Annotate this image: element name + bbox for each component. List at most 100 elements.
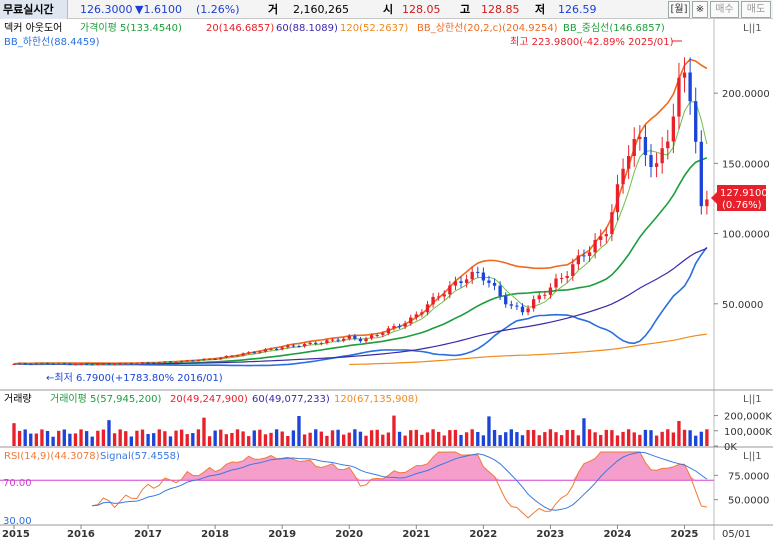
volume-bar-down [520, 435, 525, 446]
candle-up [632, 139, 636, 157]
volume-bar-up [442, 435, 446, 446]
candle-down [492, 282, 497, 286]
candle-up [638, 136, 642, 140]
candle-up [593, 239, 597, 253]
volume-bar-down [582, 418, 586, 446]
candle-up [470, 271, 474, 280]
volume-bar-up [470, 429, 474, 446]
candle-down [699, 141, 703, 207]
candle-up [604, 234, 608, 237]
candle-down [45, 363, 50, 365]
candle-down [694, 101, 698, 142]
candle-up [112, 364, 117, 366]
candle-up [219, 357, 223, 360]
buy-button[interactable]: 매수 [710, 1, 739, 18]
candle-down [353, 336, 357, 339]
price-change-pct: (1.26%) [196, 3, 240, 16]
candle-down [481, 272, 486, 281]
candle-up [531, 299, 536, 309]
settings-icon[interactable]: ※ [692, 1, 708, 18]
volume-bar-down [45, 430, 50, 446]
volume-tick-label: 200,000K [724, 412, 772, 423]
volume-bar-up [565, 429, 569, 446]
volume-bar-up [40, 429, 44, 446]
volume-bar-down [291, 430, 296, 446]
time-tick-label: 2024 [603, 529, 631, 540]
price-tick-label: 150.0000 [722, 159, 770, 170]
volume-legend-ma60: 60(49,077,233) [252, 394, 330, 405]
high-label: 고 [460, 3, 471, 16]
candle-up [241, 353, 245, 356]
candle-up [543, 294, 547, 296]
open-value: 128.05 [402, 3, 441, 16]
candle-up [565, 275, 569, 278]
volume-bar-up [347, 432, 351, 446]
rsi-panel-tag[interactable]: L||1 [743, 451, 762, 462]
candle-down [168, 361, 173, 363]
volume-bar-up [587, 429, 592, 446]
candle-up [163, 361, 167, 363]
candle-up [626, 156, 631, 169]
volume-bar-up [57, 430, 61, 446]
volume-bar-up [263, 434, 268, 446]
volume-bar-up [247, 436, 251, 446]
ma120-line [349, 333, 707, 366]
candle-up [79, 363, 83, 365]
candle-down [688, 72, 692, 102]
candle-up [437, 296, 441, 298]
volume-panel-tag[interactable]: L||1 [743, 394, 762, 405]
candle-up [381, 333, 385, 336]
volume-bar-up [392, 415, 396, 446]
volume-bar-up [604, 429, 608, 446]
candle-up [464, 279, 469, 284]
legend-ma60: 60(88.1089) [276, 23, 338, 34]
volume-bar-down [68, 433, 72, 446]
volume-bar-up [464, 432, 469, 446]
candle-down [213, 358, 217, 360]
candlesticks [12, 57, 709, 366]
time-axis: 2015 2016 2017 2018 2019 2020 2021 2022 2023 2024… [2, 525, 698, 540]
volume-bar-down [314, 429, 318, 446]
candle-up [554, 278, 558, 288]
volume-bar-up [386, 432, 391, 446]
volume-bars [12, 415, 709, 446]
candle-up [286, 345, 290, 348]
volume-bar-up [425, 432, 430, 446]
volume-bar-up [705, 429, 709, 446]
candle-down [274, 348, 279, 350]
volume-bar-up [34, 433, 39, 446]
candle-down [152, 362, 156, 364]
volume-bar-down [509, 429, 513, 446]
candle-down [314, 342, 318, 344]
candle-down [51, 363, 55, 365]
candle-down [146, 362, 150, 364]
volume-bar-down [168, 436, 173, 446]
price-panel-tag[interactable]: L||1 [743, 23, 762, 34]
high-value: 128.85 [481, 3, 520, 16]
stock-chart[interactable]: 덱커 아웃도어 가격이평 5(133.4540) 20(146.6857) 60… [0, 19, 773, 540]
volume-bar-up [157, 429, 161, 446]
low-annotation: ←최저 6.7900(+1783.80% 2016/01) [46, 372, 223, 384]
candle-up [559, 277, 564, 279]
volume-bar-up [174, 430, 178, 446]
candle-up [319, 343, 323, 345]
volume-bar-up [537, 435, 541, 446]
sell-button[interactable]: 매도 [741, 1, 771, 18]
volume-bar-up [654, 435, 659, 446]
candle-up [325, 340, 329, 344]
candle-up [207, 358, 212, 360]
candle-up [448, 285, 452, 295]
quote-bar: 무료실시간 126.3000 ▼1.6100 (1.26%) 거 2,160,2… [0, 0, 773, 19]
volume-bar-down [649, 430, 653, 446]
period-button[interactable]: [월] [668, 1, 690, 18]
candle-up [196, 360, 201, 362]
volume-bar-up [548, 429, 553, 446]
candle-up [185, 360, 189, 362]
candle-up [347, 336, 351, 339]
volume-bar-up [179, 429, 184, 446]
live-quote-label: 무료실시간 [0, 0, 68, 19]
volume-bar-up [308, 432, 312, 446]
legend-ma20: 20(146.6857) [206, 23, 274, 34]
legend-title: 덱커 아웃도어 [4, 22, 62, 34]
candle-up [526, 308, 530, 313]
